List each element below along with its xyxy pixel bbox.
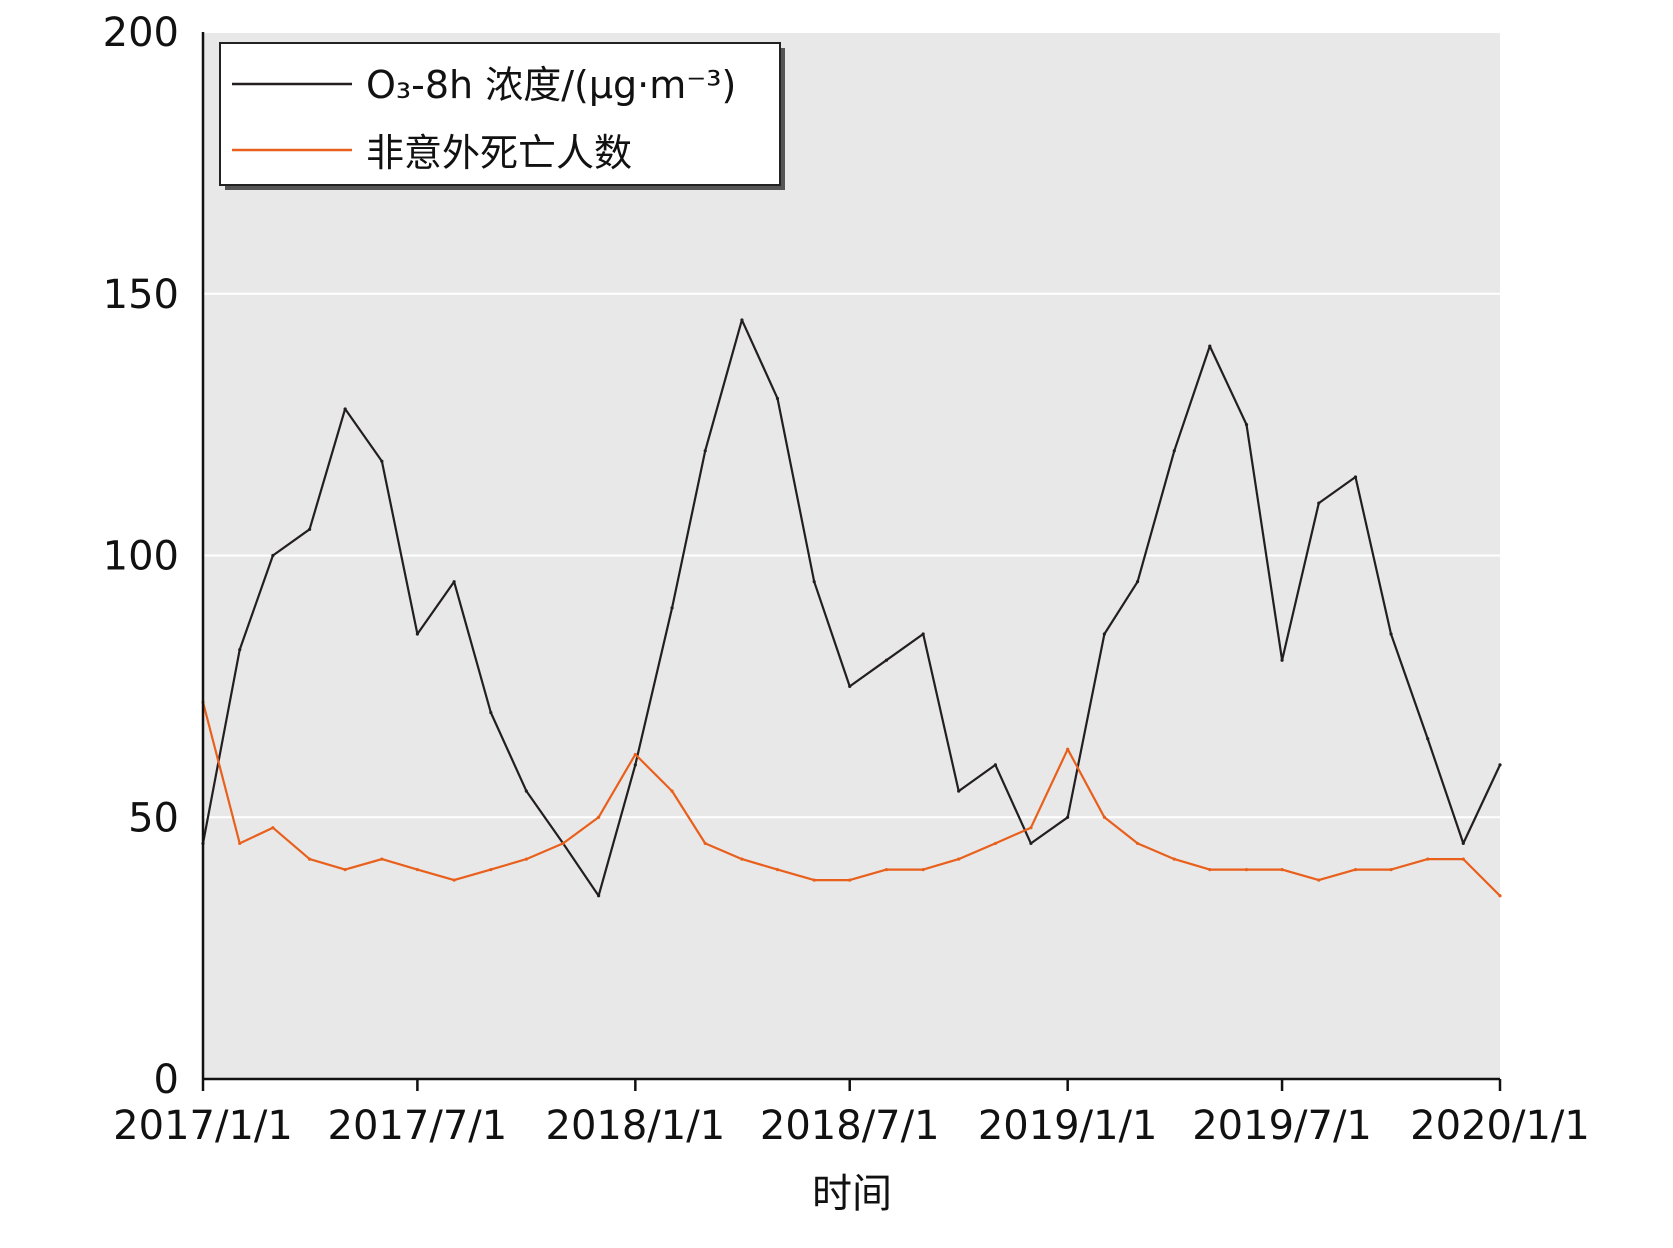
data-point [1102, 632, 1106, 636]
y-ticks: 0 50 100 150 200 [103, 10, 179, 1103]
data-point [271, 553, 275, 558]
data-point [415, 868, 419, 872]
data-point [271, 826, 275, 830]
data-point [1389, 868, 1393, 872]
data-point [308, 527, 312, 531]
data-point [343, 407, 347, 411]
data-point [957, 789, 961, 793]
data-point [812, 878, 816, 882]
x-tick-label: 2019/7/1 [1192, 1103, 1372, 1149]
data-point [1461, 841, 1465, 846]
data-point [1135, 841, 1140, 846]
data-point [1353, 475, 1358, 479]
data-point [1029, 841, 1033, 846]
data-point [993, 841, 998, 846]
y-tick-label: 0 [154, 1057, 179, 1103]
data-point [775, 396, 780, 401]
series-layer [201, 318, 1502, 898]
x-tick-label: 2017/1/1 [113, 1103, 293, 1149]
legend-label-deaths: 非意外死亡人数 [366, 131, 632, 175]
axes [201, 32, 1500, 1081]
data-point [775, 868, 780, 872]
data-point [524, 857, 528, 861]
data-point [848, 878, 852, 882]
x-tick-label: 2020/1/1 [1410, 1103, 1590, 1149]
data-point [597, 815, 601, 819]
data-point [740, 318, 744, 322]
data-point [1461, 857, 1465, 861]
data-point [1244, 423, 1249, 427]
data-point [1102, 815, 1106, 819]
x-tick-label: 2018/7/1 [760, 1103, 940, 1149]
y-tick-label: 150 [103, 272, 179, 318]
data-point [1135, 580, 1140, 584]
x-axis-title: 时间 [812, 1171, 892, 1217]
data-point [1280, 658, 1284, 662]
y-tick-label: 100 [103, 534, 179, 580]
data-point [1172, 449, 1176, 453]
data-point [670, 789, 674, 793]
data-point [633, 763, 637, 767]
data-point [524, 789, 528, 793]
data-point [633, 752, 637, 757]
legend-box [219, 42, 781, 186]
data-point [597, 894, 601, 898]
data-point [1426, 857, 1430, 861]
data-point [1172, 857, 1176, 861]
data-point [238, 841, 242, 846]
data-point [561, 841, 565, 846]
data-point [884, 658, 889, 662]
data-point [921, 868, 925, 872]
data-point [703, 449, 707, 453]
data-point [308, 857, 312, 861]
data-point [957, 857, 961, 861]
data-point [812, 580, 816, 584]
data-point [1280, 868, 1284, 872]
data-point [1029, 826, 1033, 830]
x-tick-label: 2019/1/1 [978, 1103, 1158, 1149]
x-tick-label: 2017/7/1 [328, 1103, 508, 1149]
data-point [921, 632, 925, 636]
data-point [452, 580, 456, 584]
data-point [1244, 868, 1249, 872]
data-point [1353, 868, 1358, 872]
data-point [1317, 878, 1321, 882]
data-point [1066, 815, 1070, 819]
data-point [670, 606, 674, 610]
data-point [848, 684, 852, 688]
data-point [1208, 344, 1212, 348]
data-point [238, 648, 242, 652]
legend: O₃-8h 浓度/(μg·m⁻³) 非意外死亡人数 [219, 42, 785, 190]
data-point [993, 763, 998, 767]
data-point [1426, 737, 1430, 741]
data-point [740, 857, 744, 861]
data-point [703, 841, 707, 846]
data-point [1208, 868, 1212, 872]
data-point [1389, 632, 1393, 636]
data-point [380, 857, 384, 861]
data-point [1498, 763, 1502, 767]
legend-label-o3: O₃-8h 浓度/(μg·m⁻³) [366, 63, 736, 107]
x-tick-label: 2018/1/1 [546, 1103, 726, 1149]
data-point [1066, 747, 1070, 751]
data-point [489, 868, 493, 872]
y-tick-label: 50 [128, 795, 179, 841]
data-point [343, 868, 347, 872]
data-point [452, 878, 456, 882]
data-point [884, 868, 889, 872]
data-point [489, 710, 493, 715]
data-point [1498, 894, 1502, 898]
gridlines [203, 31, 1500, 819]
data-point [1317, 501, 1321, 505]
y-tick-label: 200 [103, 10, 179, 56]
data-point [380, 459, 384, 463]
data-point [415, 632, 419, 636]
x-ticks: 2017/1/1 2017/7/1 2018/1/1 2018/7/1 2019/1/1… [113, 1079, 1590, 1149]
